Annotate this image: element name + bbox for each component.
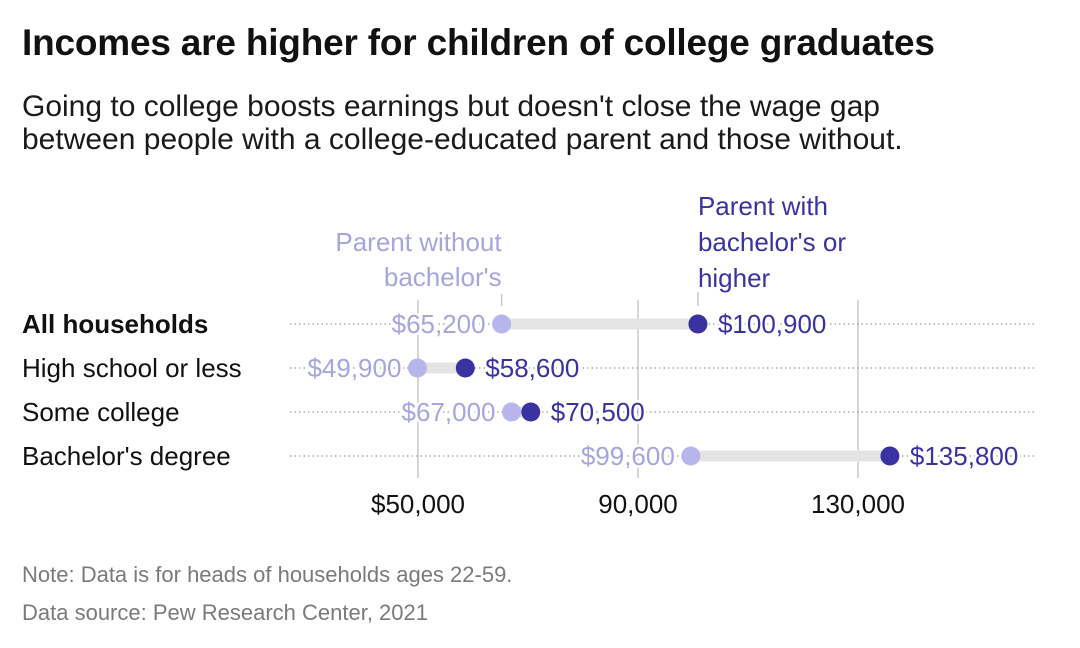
chart-title: Incomes are higher for children of colle… (22, 22, 935, 63)
value-label-with-3: $135,800 (910, 441, 1018, 471)
x-tick-label-1: 90,000 (598, 489, 678, 519)
dot-with-2 (521, 402, 541, 422)
value-label-with-0: $100,900 (718, 309, 826, 339)
value-label-with-1: $58,600 (485, 353, 579, 383)
subtitle-line-2: between people with a college-educated p… (22, 123, 903, 156)
x-tick-label-2: 130,000 (811, 489, 905, 519)
dumbbell-chart: All households $65,200 $100,900 High school… (22, 191, 1036, 519)
series-label-without-line-0: Parent without (335, 227, 502, 257)
dot-without-3 (681, 446, 701, 466)
dot-with-0 (688, 314, 708, 334)
x-tick-label-0: $50,000 (371, 489, 465, 519)
category-label-0: All households (22, 309, 208, 339)
dot-without-0 (492, 314, 512, 334)
series-label-with-line-2: higher (698, 263, 771, 293)
category-label-3: Bachelor's degree (22, 441, 231, 471)
dot-without-2 (502, 402, 521, 422)
chart-note: Note: Data is for heads of households ag… (22, 562, 513, 587)
dot-with-1 (455, 358, 475, 378)
dot-without-1 (407, 358, 427, 378)
subtitle-line-1: Going to college boosts earnings but doe… (22, 90, 880, 123)
chart-subtitle: Going to college boosts earnings but doe… (22, 90, 1062, 156)
value-label-without-1: $49,900 (307, 353, 401, 383)
series-label-with-line-1: bachelor's or (698, 227, 846, 257)
series-label-without-line-1: bachelor's (384, 262, 502, 292)
category-label-2: Some college (22, 397, 180, 427)
dot-with-3 (880, 446, 900, 466)
value-label-without-0: $65,200 (392, 309, 486, 339)
series-label-with-line-0: Parent with (698, 191, 828, 221)
value-label-with-2: $70,500 (551, 397, 645, 427)
value-label-without-3: $99,600 (581, 441, 675, 471)
category-label-1: High school or less (22, 353, 242, 383)
chart-source: Data source: Pew Research Center, 2021 (22, 600, 429, 625)
value-label-without-2: $67,000 (402, 397, 496, 427)
